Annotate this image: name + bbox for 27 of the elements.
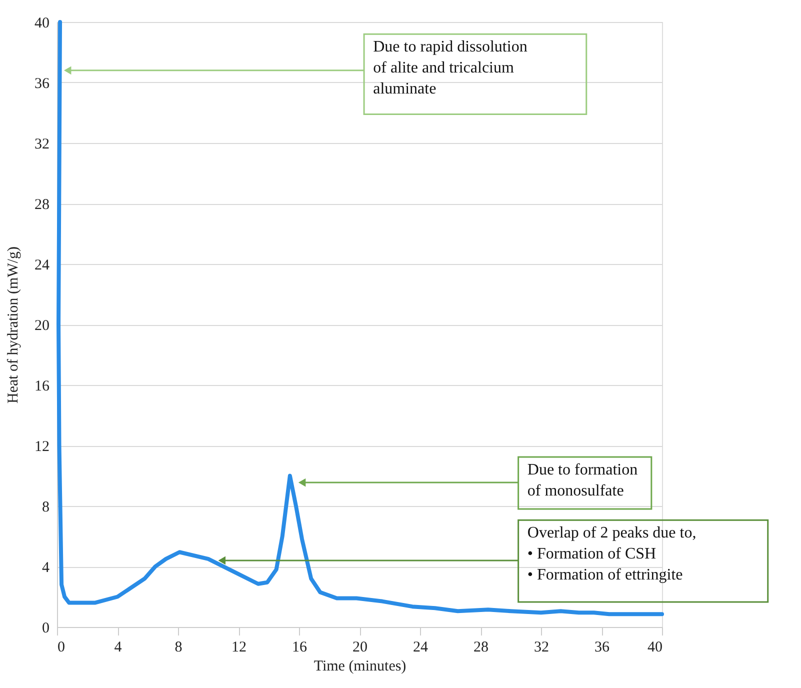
x-tick-label: 36 (594, 640, 610, 656)
x-tick-label: 8 (174, 640, 182, 656)
y-tick-label: 40 (34, 16, 50, 32)
x-tick-label: 28 (474, 640, 488, 656)
x-tick-label: 16 (292, 640, 308, 656)
x-tick-label: 24 (413, 640, 428, 656)
y-tick-label: 36 (34, 76, 50, 92)
y-tick-label: 24 (34, 258, 50, 274)
x-tick-label: 32 (534, 640, 549, 656)
x-tick-label: 20 (352, 640, 368, 656)
annotation: Due to formation of monosulfate (527, 462, 638, 500)
y-tick-label: 4 (42, 560, 50, 576)
x-axis-title: Time (minutes) (314, 658, 406, 674)
x-tick-label: 40 (648, 640, 662, 656)
y-tick-label: 8 (42, 500, 50, 516)
y-tick-label: 28 (34, 197, 50, 213)
y-tick-label: 16 (34, 378, 50, 394)
y-tick-label: 12 (34, 439, 50, 455)
x-tick-label: 4 (114, 640, 122, 656)
annotation: Due to rapid dissolution of alite and tricalcium aluminate (373, 38, 528, 98)
y-axis-title: Heat of hydration (mW/g) (6, 246, 22, 404)
x-tick-label: 0 (58, 640, 65, 656)
x-tick-label: 12 (232, 640, 246, 656)
y-tick-label: 32 (34, 136, 50, 152)
y-tick-label: 0 (42, 620, 50, 636)
annotation: Overlap of 2 peaks due to, • Formation of CSH • Formation of ettringite (527, 524, 696, 584)
y-tick-label: 20 (34, 318, 50, 334)
